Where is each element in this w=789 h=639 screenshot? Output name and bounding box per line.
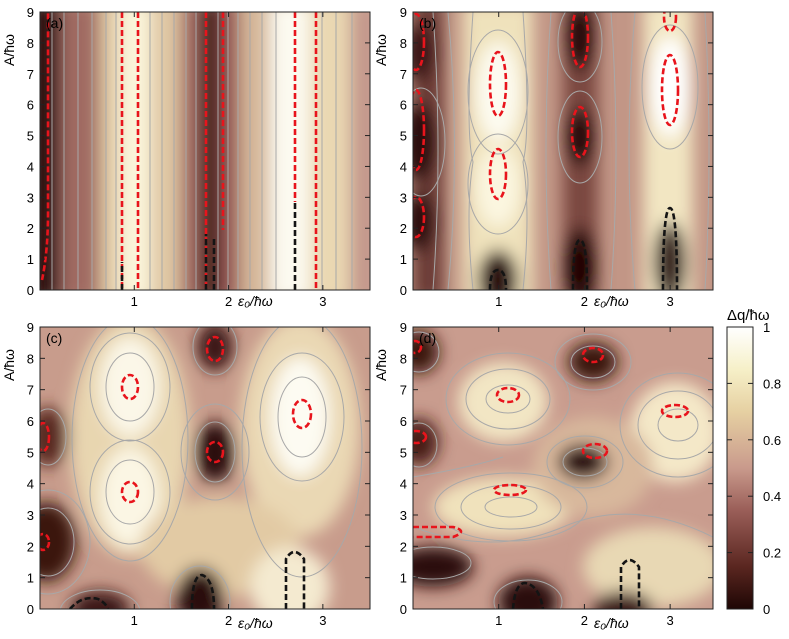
x-axis-label: ε₀/ħω <box>238 293 273 309</box>
x-tick-label: 2 <box>225 613 232 628</box>
y-axis-label: A/ħω <box>373 34 389 66</box>
x-axis-label: ε₀/ħω <box>238 615 273 631</box>
y-tick-label: 2 <box>27 539 34 554</box>
x-axis-label: ε₀/ħω <box>594 615 629 631</box>
y-tick-label: 1 <box>400 571 407 586</box>
panel-b-heatmap <box>413 12 713 290</box>
x-tick-label: 2 <box>225 294 232 309</box>
y-tick-label: 8 <box>27 351 34 366</box>
y-tick-label: 2 <box>27 221 34 236</box>
x-tick-label: 3 <box>667 294 674 309</box>
colorbar-tick-label: 1 <box>763 320 770 335</box>
colorbar-tick-label: 0 <box>763 602 770 617</box>
y-tick-label: 0 <box>400 602 407 617</box>
y-tick-label: 7 <box>400 383 407 398</box>
y-tick-label: 0 <box>400 283 407 298</box>
y-tick-label: 1 <box>27 571 34 586</box>
y-tick-label: 4 <box>400 159 407 174</box>
y-tick-label: 2 <box>400 539 407 554</box>
colorbar-tick-label: 0.2 <box>763 546 781 561</box>
colorbar-label: Δq/ħω <box>727 307 770 324</box>
panel-label: (a) <box>46 15 63 31</box>
panel-label: (c) <box>46 330 62 346</box>
y-tick-label: 9 <box>27 320 34 335</box>
x-tick-label: 2 <box>581 294 588 309</box>
panel-b <box>412 11 714 291</box>
colorbar-tick-label: 0.4 <box>763 489 781 504</box>
panel-label: (b) <box>419 15 436 31</box>
y-tick-label: 5 <box>27 445 34 460</box>
y-tick-label: 5 <box>400 129 407 144</box>
y-tick-label: 5 <box>27 129 34 144</box>
y-tick-label: 8 <box>400 36 407 51</box>
y-axis-label: A/ħω <box>373 349 389 381</box>
panel-d <box>412 326 714 610</box>
y-tick-label: 6 <box>400 414 407 429</box>
x-tick-label: 1 <box>131 294 138 309</box>
colorbar-ticks: 0 0.2 0.4 0.6 0.8 1 <box>727 320 781 617</box>
panel-a <box>39 11 371 291</box>
y-tick-label: 6 <box>27 414 34 429</box>
panel-label: (d) <box>419 330 436 346</box>
y-tick-label: 4 <box>27 477 34 492</box>
y-tick-label: 5 <box>400 445 407 460</box>
x-tick-label: 3 <box>319 613 326 628</box>
y-tick-label: 0 <box>27 283 34 298</box>
y-tick-label: 8 <box>400 351 407 366</box>
panel-d-heatmap <box>413 327 713 609</box>
x-tick-label: 1 <box>495 613 502 628</box>
colorbar-tick-label: 0.6 <box>763 433 781 448</box>
x-tick-label: 1 <box>495 294 502 309</box>
y-tick-label: 9 <box>400 5 407 20</box>
x-tick-label: 3 <box>319 294 326 309</box>
colorbar-tick-label: 0.8 <box>763 376 781 391</box>
axes: (a) 0 1 2 3 4 5 6 7 8 9 1 2 3 A/ħω ε₀/ħω (b) 0 1 2 3 4 5 6 7 8 9 1 2… <box>1 5 713 631</box>
y-tick-label: 3 <box>27 190 34 205</box>
y-tick-label: 4 <box>400 477 407 492</box>
y-tick-label: 9 <box>400 320 407 335</box>
y-tick-label: 3 <box>27 508 34 523</box>
y-tick-label: 3 <box>400 508 407 523</box>
x-tick-label: 1 <box>131 613 138 628</box>
x-axis-label: ε₀/ħω <box>594 293 629 309</box>
colorbar: 0 0.2 0.4 0.6 0.8 1 Δq/ħω <box>726 307 781 617</box>
y-tick-label: 2 <box>400 221 407 236</box>
y-tick-label: 1 <box>400 252 407 267</box>
colorbar-gradient <box>726 326 754 610</box>
x-tick-label: 2 <box>581 613 588 628</box>
y-tick-label: 4 <box>27 159 34 174</box>
y-tick-label: 1 <box>27 252 34 267</box>
y-axis-label: A/ħω <box>1 34 17 66</box>
y-tick-label: 7 <box>27 67 34 82</box>
y-axis-label: A/ħω <box>1 349 17 381</box>
panel-a-heatmap <box>40 12 370 290</box>
y-tick-label: 8 <box>27 36 34 51</box>
x-tick-label: 3 <box>667 613 674 628</box>
y-tick-label: 6 <box>27 98 34 113</box>
y-tick-label: 3 <box>400 190 407 205</box>
y-tick-label: 6 <box>400 98 407 113</box>
panel-c-heatmap <box>40 327 370 609</box>
y-tick-label: 9 <box>27 5 34 20</box>
y-tick-label: 7 <box>400 67 407 82</box>
y-tick-label: 0 <box>27 602 34 617</box>
y-tick-label: 7 <box>27 383 34 398</box>
panel-c <box>39 326 371 610</box>
